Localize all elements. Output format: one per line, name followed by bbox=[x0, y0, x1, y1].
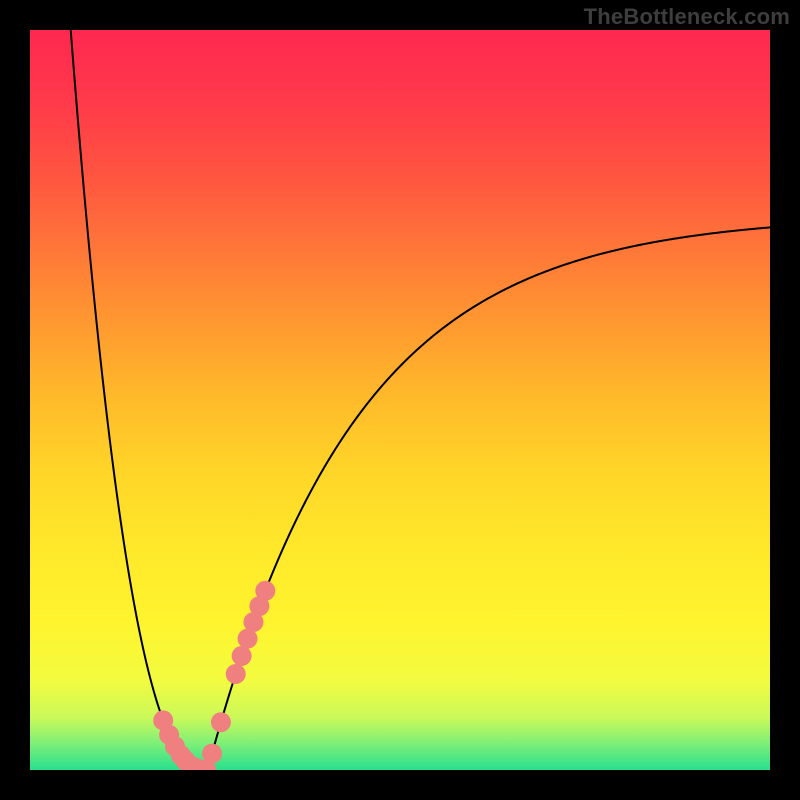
marker-point bbox=[211, 712, 231, 732]
marker-point bbox=[202, 744, 222, 764]
marker-point bbox=[255, 581, 275, 601]
chart-svg bbox=[0, 0, 800, 800]
plot-background bbox=[30, 30, 770, 770]
marker-point bbox=[232, 646, 252, 666]
stage: TheBottleneck.com bbox=[0, 0, 800, 800]
watermark-text: TheBottleneck.com bbox=[584, 4, 790, 30]
marker-point bbox=[226, 664, 246, 684]
